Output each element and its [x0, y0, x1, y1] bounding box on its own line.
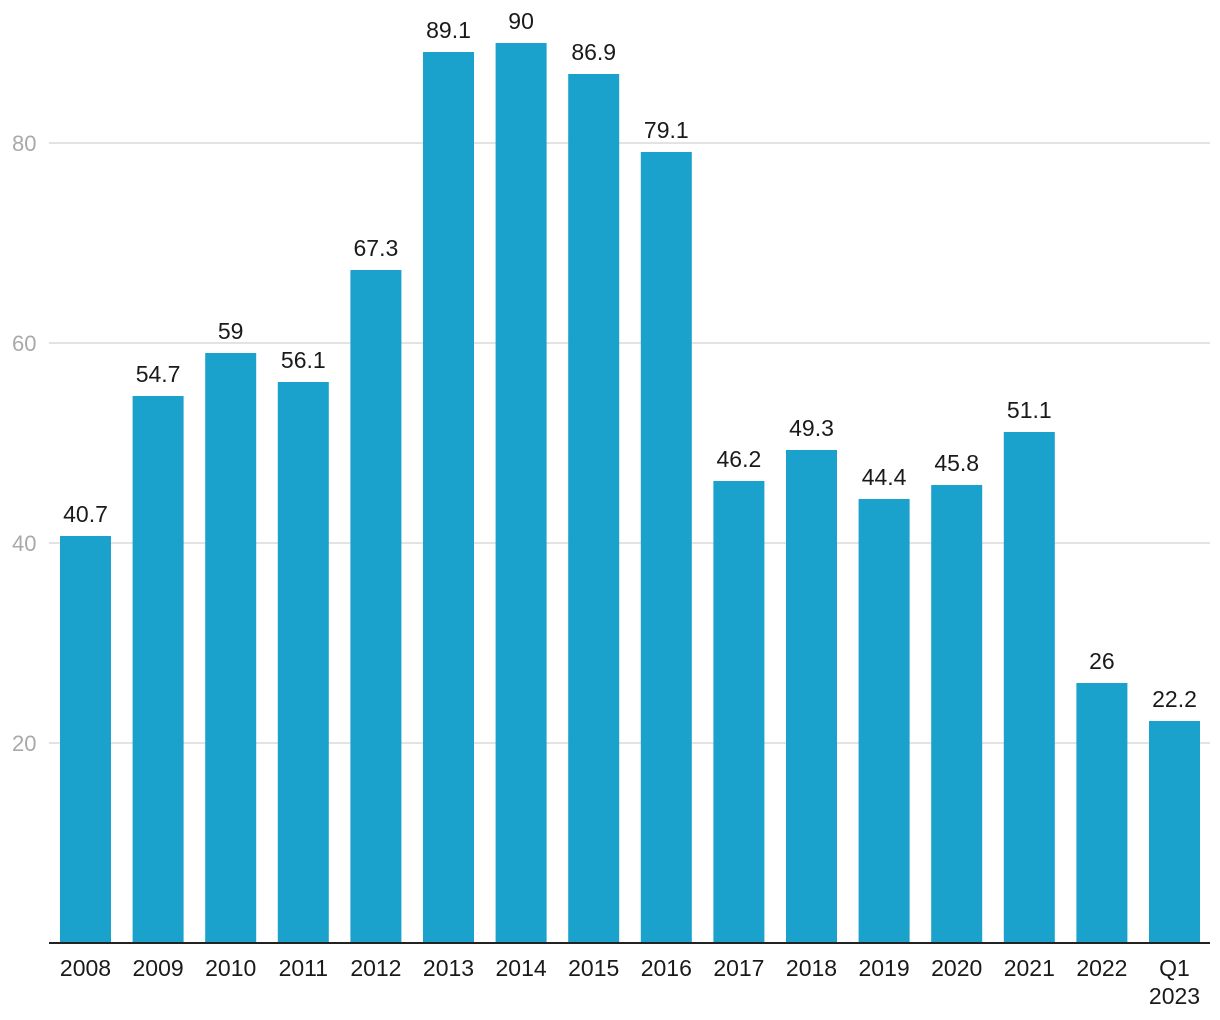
bar [205, 353, 257, 943]
x-tick-label: 2021 [1004, 955, 1055, 981]
y-tick-label: 80 [12, 131, 36, 156]
data-label: 40.7 [63, 501, 108, 527]
y-tick-label: 40 [12, 531, 36, 556]
x-tick-label: 2011 [279, 955, 328, 981]
data-label: 54.7 [136, 361, 181, 387]
bar [423, 52, 474, 943]
data-label: 79.1 [644, 117, 689, 143]
bar [277, 382, 329, 943]
x-tick-label: 2012 [350, 955, 401, 981]
x-tick-label: 2018 [786, 955, 837, 981]
x-tick-label: 2020 [931, 955, 982, 981]
bar [858, 499, 910, 943]
y-axis-ticks: 20 40 60 80 [12, 131, 36, 756]
data-label: 49.3 [789, 415, 834, 441]
data-label: 44.4 [862, 464, 907, 490]
y-tick-label: 20 [12, 731, 36, 756]
x-tick-label: 2017 [713, 955, 764, 981]
x-tick-label: 2019 [859, 955, 910, 981]
x-tick-label: 2015 [568, 955, 619, 981]
data-label: 51.1 [1007, 397, 1052, 423]
data-label: 89.1 [426, 17, 471, 43]
x-tick-label: Q1 2023 [1149, 955, 1200, 1009]
data-label: 67.3 [354, 235, 399, 261]
data-label: 56.1 [281, 347, 326, 373]
bar [495, 43, 547, 943]
bars [60, 43, 1200, 943]
bar [60, 536, 111, 943]
bar [713, 481, 765, 943]
x-tick-label: 2016 [641, 955, 692, 981]
bar [1149, 721, 1200, 943]
bar [931, 485, 983, 943]
data-label: 86.9 [571, 39, 616, 65]
bar [640, 152, 692, 943]
data-label: 45.8 [934, 450, 979, 476]
x-tick-label: 2009 [133, 955, 184, 981]
x-tick-label: 2008 [60, 955, 111, 981]
bar [568, 74, 620, 943]
y-tick-label: 60 [12, 331, 36, 356]
x-tick-label: 2022 [1076, 955, 1127, 981]
data-labels: 40.7 54.7 59 56.1 67.3 89.1 90 86.9 79.1 46.2 49.3… [63, 8, 1197, 712]
bar [1003, 432, 1055, 943]
data-label: 59 [218, 318, 244, 344]
data-label: 26 [1089, 648, 1115, 674]
x-axis-ticks: 2008 2009 2010 2011 2012 2013 2014 2015 2016 2017… [60, 955, 1200, 1009]
bar [132, 396, 184, 943]
x-tick-label: 2010 [205, 955, 256, 981]
x-tick-label: 2013 [423, 955, 474, 981]
bar [786, 450, 837, 943]
bar [1076, 683, 1128, 943]
data-label: 90 [508, 8, 534, 34]
bar [350, 270, 402, 943]
data-label: 46.2 [717, 446, 762, 472]
data-label: 22.2 [1152, 686, 1197, 712]
x-tick-label: 2014 [496, 955, 547, 981]
